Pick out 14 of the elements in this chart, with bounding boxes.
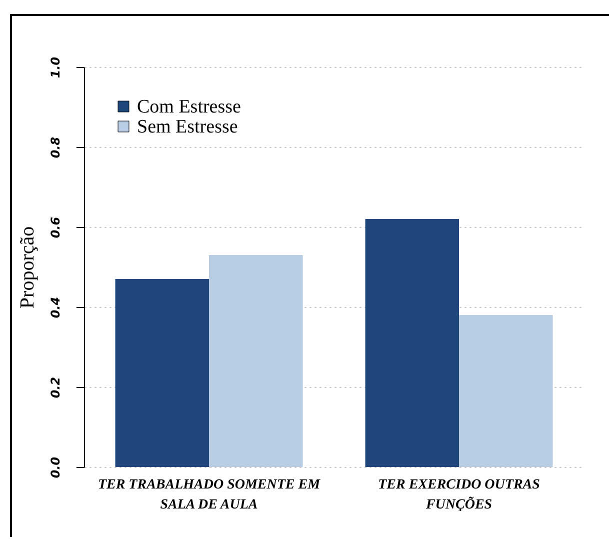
bar [115, 279, 209, 467]
x-tick-label: TER TRABALHADO SOMENTE EM SALA DE AULA [98, 478, 321, 512]
bar [209, 255, 303, 467]
bar [459, 315, 553, 467]
y-tick-label: 0.8 [48, 136, 62, 158]
y-tick-label: 0.0 [48, 456, 62, 478]
y-tick-label: 0.6 [48, 216, 62, 238]
bar [365, 219, 459, 467]
y-axis-title: Proporção [16, 226, 38, 309]
y-tick-label: 0.2 [48, 376, 62, 398]
legend-label: Sem Estresse [137, 116, 238, 138]
y-tick-label: 1.0 [48, 56, 62, 78]
y-tick-label: 0.4 [48, 296, 62, 318]
legend-label: Com Estresse [137, 96, 241, 118]
